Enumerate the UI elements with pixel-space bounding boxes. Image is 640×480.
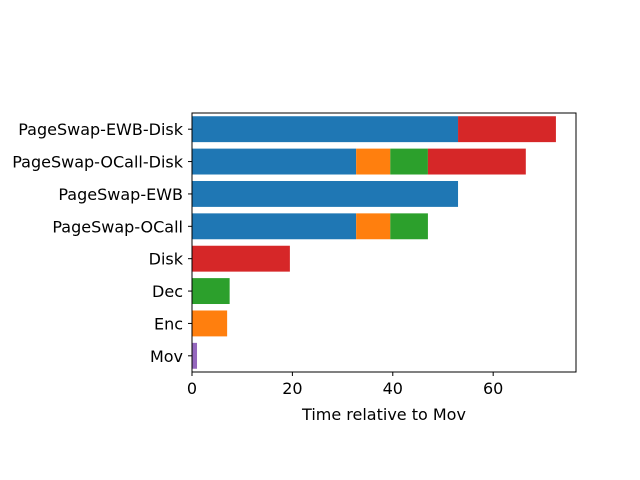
category-label-pageswap-ocall-disk: PageSwap-OCall-Disk xyxy=(12,153,183,172)
category-label-mov: Mov xyxy=(150,347,183,366)
x-axis-ticks: 0 20 40 60 xyxy=(187,372,503,398)
bar-pageswap-ocall-disk-segment-1 xyxy=(192,148,357,175)
bar-pageswap-ewb-segment-1 xyxy=(192,180,459,207)
bar-pageswap-ocall-disk-segment-3 xyxy=(390,148,428,175)
y-axis-ticks: Mov Enc Dec Disk PageSwap-OCall PageSwap-EWB P… xyxy=(12,120,192,366)
bar-pageswap-ocall-segment-2 xyxy=(356,213,391,240)
bar-pageswap-ocall-disk-segment-4 xyxy=(427,148,526,175)
x-axis-label: Time relative to Mov xyxy=(301,405,466,424)
x-tick-label: 20 xyxy=(282,379,302,398)
category-label-dec: Dec xyxy=(152,282,183,301)
category-label-pageswap-ewb-disk: PageSwap-EWB-Disk xyxy=(18,120,183,139)
x-tick-label: 0 xyxy=(187,379,197,398)
bar-pageswap-ewb-disk-segment-2 xyxy=(458,116,556,143)
x-tick-label: 40 xyxy=(383,379,403,398)
bars-group xyxy=(192,116,556,369)
category-label-pageswap-ocall: PageSwap-OCall xyxy=(52,217,183,236)
axes-frame xyxy=(191,112,577,373)
x-tick-label: 60 xyxy=(483,379,503,398)
category-label-enc: Enc xyxy=(154,314,183,333)
bar-dec-segment-1 xyxy=(192,278,230,305)
bar-pageswap-ewb-disk-segment-1 xyxy=(192,116,459,143)
bar-pageswap-ocall-segment-1 xyxy=(192,213,357,240)
bar-mov-segment-1 xyxy=(192,342,198,369)
bar-pageswap-ocall-disk-segment-2 xyxy=(356,148,391,175)
bar-pageswap-ocall-segment-3 xyxy=(390,213,428,240)
category-label-disk: Disk xyxy=(149,250,184,269)
category-label-pageswap-ewb: PageSwap-EWB xyxy=(58,185,183,204)
bar-enc-segment-1 xyxy=(192,310,228,337)
bar-disk-segment-1 xyxy=(192,245,290,272)
